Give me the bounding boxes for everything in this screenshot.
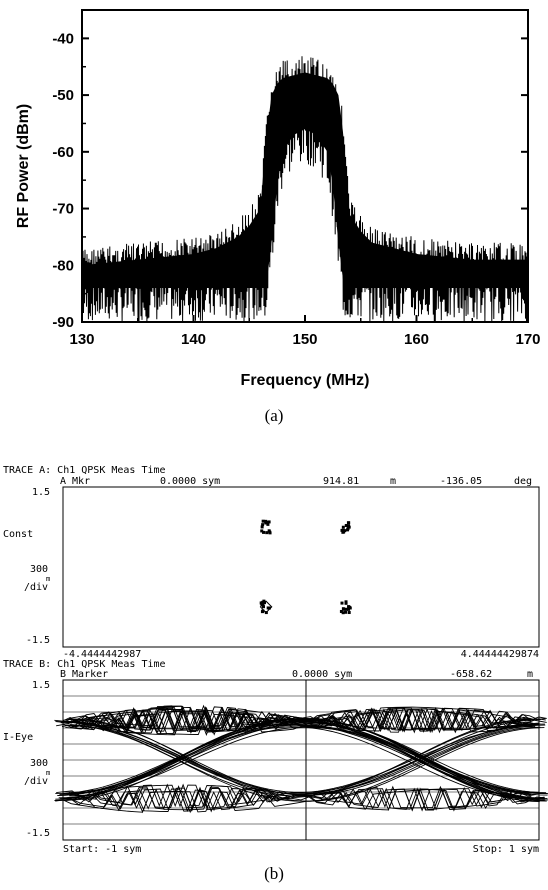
trace-b-scale: 300	[30, 758, 48, 769]
eye-trace	[56, 726, 533, 808]
marker-diamond	[259, 600, 273, 614]
eye-trace	[69, 726, 546, 802]
trace-a-marker-mag: 914.81	[323, 476, 359, 487]
spectrum-trace	[81, 56, 529, 323]
constellation-point	[260, 519, 272, 535]
trace-b-marker-val: -658.62	[450, 669, 492, 680]
eye-trace	[54, 726, 531, 801]
trace-a-name: Const	[3, 529, 33, 540]
spectrum-chart: -90 -80 -70 -60 -50 -40 130 140 150 160 170 Frequ…	[15, 9, 541, 389]
y-tick-label: -90	[52, 314, 74, 331]
x-ticks: 130 140 150 160 170	[69, 315, 541, 348]
trace-b-scale-unit: m	[46, 769, 50, 777]
y-tick-label: -60	[52, 144, 74, 161]
constellation-point	[339, 600, 352, 615]
eye-trace	[64, 724, 541, 802]
trace-b-start: Start: -1 sym	[63, 844, 141, 855]
x-axis-label: Frequency (MHz)	[241, 372, 370, 389]
eye-trace	[65, 786, 542, 812]
analyzer-display: TRACE A: Ch1 QPSK Meas Time A Mkr 0.0000…	[3, 465, 548, 855]
trace-a-scale: 300	[30, 564, 48, 575]
trace-b-y-top: 1.5	[32, 680, 50, 691]
x-tick-label: 150	[292, 331, 317, 348]
x-tick-label: 170	[515, 331, 540, 348]
trace-b-marker: B Marker	[60, 669, 108, 680]
trace-b-marker-pos: 0.0000 sym	[292, 669, 352, 680]
trace-a-x-left: -4.4444442987	[63, 649, 141, 660]
y-axis-label: RF Power (dBm)	[15, 104, 32, 228]
trace-b-marker-unit: m	[527, 669, 533, 680]
trace-b-scale-div: /div	[24, 776, 48, 787]
trace-a-marker: A Mkr	[60, 476, 90, 487]
eye-trace	[70, 706, 547, 732]
x-tick-label: 140	[181, 331, 206, 348]
spectrum-line	[81, 56, 529, 323]
eye-traces	[54, 704, 548, 814]
y-tick-label: -40	[52, 30, 74, 47]
eye-trace	[65, 710, 542, 794]
trace-b-y-bottom: -1.5	[26, 828, 50, 839]
eye-trace	[55, 708, 532, 795]
constellation-frame	[62, 486, 540, 648]
trace-a-scale-unit: m	[46, 575, 50, 583]
trace-b-header: TRACE B: Ch1 QPSK Meas Time	[3, 659, 166, 670]
caption-b: (b)	[264, 864, 284, 883]
eye-trace	[56, 707, 533, 801]
trace-a-scale-div: /div	[24, 582, 48, 593]
constellation-point	[340, 521, 351, 534]
trace-b-stop: Stop: 1 sym	[473, 844, 539, 855]
trace-a-marker-mag-unit: m	[390, 476, 396, 487]
eye-trace	[70, 706, 547, 730]
trace-a-header: TRACE A: Ch1 QPSK Meas Time	[3, 465, 166, 476]
trace-a-y-top: 1.5	[32, 487, 50, 498]
constellation-points	[259, 519, 352, 615]
trace-a-x-right: 4.44444429874	[461, 649, 539, 660]
trace-a-marker-phase-unit: deg	[514, 476, 532, 487]
constellation-point	[259, 599, 273, 615]
y-ticks: -90 -80 -70 -60 -50 -40	[52, 30, 528, 331]
x-tick-label: 130	[69, 331, 94, 348]
trace-a-marker-pos: 0.0000 sym	[160, 476, 220, 487]
caption-a: (a)	[264, 406, 284, 425]
x-tick-label: 160	[404, 331, 429, 348]
y-tick-label: -50	[52, 87, 74, 104]
eye-trace	[59, 718, 536, 795]
y-tick-label: -70	[52, 201, 74, 218]
eye-trace	[63, 721, 540, 802]
trace-b-name: I-Eye	[3, 732, 33, 743]
trace-a-marker-phase: -136.05	[440, 476, 482, 487]
eye-trace	[55, 788, 532, 814]
trace-a-y-bottom: -1.5	[26, 635, 50, 646]
eye-trace	[63, 706, 540, 802]
y-tick-label: -80	[52, 257, 74, 274]
